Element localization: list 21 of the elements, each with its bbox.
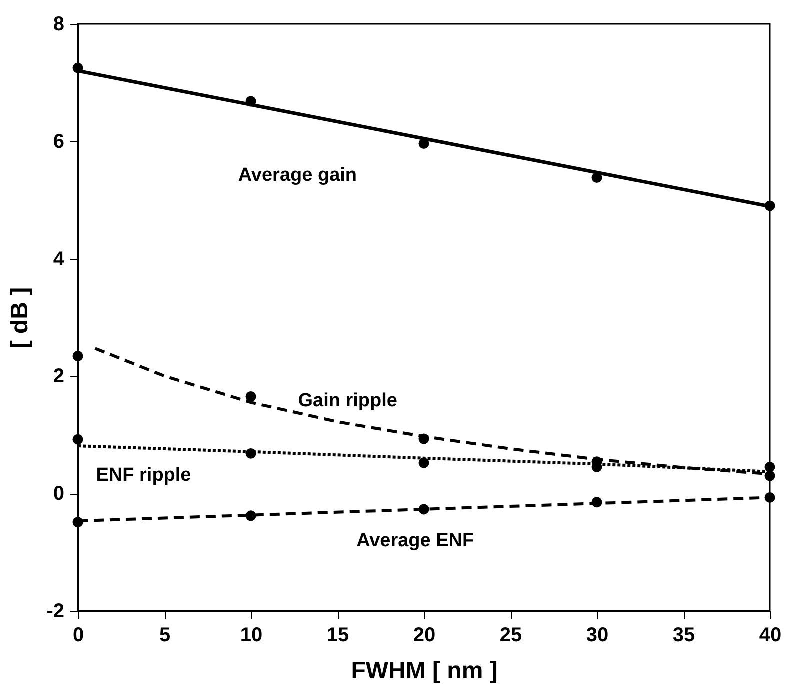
- annotation: Average gain: [238, 164, 358, 186]
- x-tick-label: 10: [240, 624, 263, 646]
- y-tick-label: 4: [53, 248, 66, 270]
- x-tick-label: 15: [326, 624, 350, 646]
- annotation: ENF ripple: [96, 464, 192, 486]
- x-tick-label: 40: [759, 624, 782, 646]
- x-tick-label: 20: [413, 624, 436, 646]
- annotation: Average ENF: [356, 530, 474, 552]
- y-tick-label: 6: [53, 130, 64, 153]
- y-tick-label: 2: [53, 366, 64, 388]
- y-tick-label: -2: [46, 600, 64, 622]
- y-tick-label: 8: [53, 14, 64, 36]
- x-tick-label: 30: [586, 624, 609, 646]
- x-tick-label: 25: [500, 624, 522, 646]
- x-axis-title: FWHM [ nm ]: [351, 658, 498, 684]
- x-tick-label: 5: [159, 624, 171, 646]
- y-tick-label: 0: [53, 483, 64, 506]
- annotation: Gain ripple: [298, 390, 398, 412]
- x-tick-label: 35: [672, 624, 696, 646]
- x-tick-label: 0: [72, 624, 84, 646]
- y-axis-title: [ dB ]: [6, 287, 34, 349]
